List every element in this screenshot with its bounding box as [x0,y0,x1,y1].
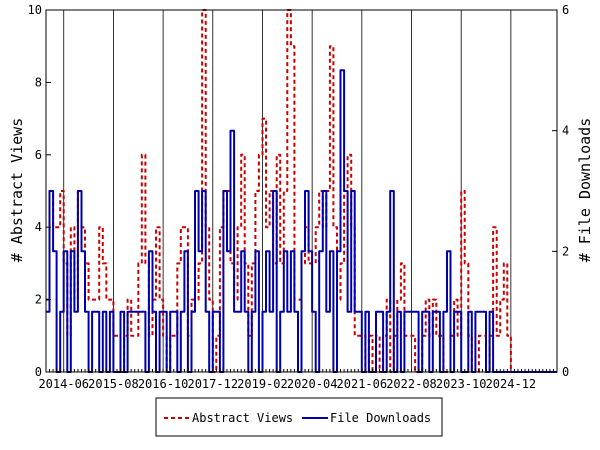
y-axis-title: # Abstract Views [8,118,26,263]
x-tick-label: 2017-12 [187,377,238,391]
y-tick-label: 0 [35,365,42,379]
x-tick-label: 2020-04 [287,377,338,391]
y2-tick-label: 4 [562,124,569,138]
legend-label-file-downloads: File Downloads [330,411,431,425]
x-tick-label: 2019-02 [237,377,288,391]
x-tick-label: 2016-10 [138,377,189,391]
legend-box [155,397,443,437]
y-tick-label: 8 [35,75,42,89]
y-tick-label: 10 [28,3,42,17]
y-tick-label: 6 [35,148,42,162]
x-tick-label: 2024-12 [486,377,537,391]
x-tick-label: 2023-10 [436,377,487,391]
x-tick-label: 2015-08 [88,377,139,391]
x-tick-label: 2014-06 [38,377,89,391]
y2-tick-label: 6 [562,3,569,17]
y2-tick-label: 0 [562,365,569,379]
y-tick-label: 2 [35,293,42,307]
y-tick-label: 4 [35,220,42,234]
legend: Abstract Views File Downloads [155,397,443,437]
x-tick-label: 2021-06 [337,377,388,391]
legend-label-abstract-views: Abstract Views [192,411,293,425]
x-tick-label: 2022-08 [386,377,437,391]
series-line-file-downloads [46,69,557,373]
y2-axis-title: # File Downloads [576,118,594,263]
y2-tick-label: 2 [562,244,569,258]
